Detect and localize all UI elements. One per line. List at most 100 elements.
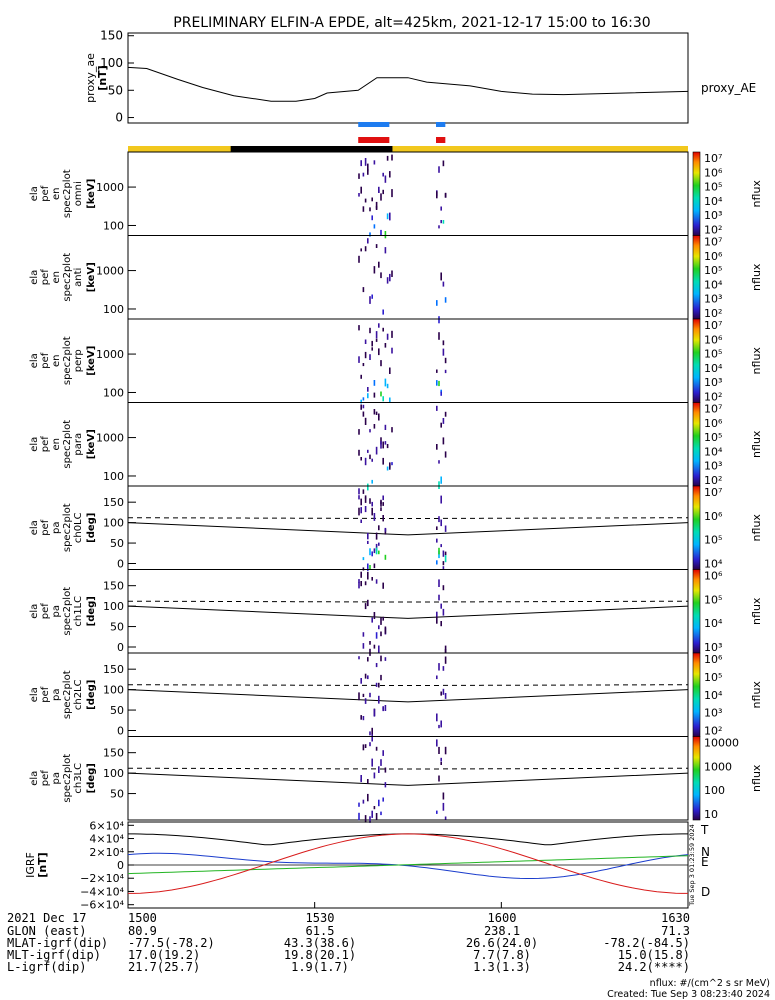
ephemeris-value: 7.7(7.8) <box>473 948 531 962</box>
panel-ylabel-line: ela <box>29 604 40 619</box>
proxy-ae-ytick-label: 50 <box>108 83 123 97</box>
flux-pixel <box>391 330 393 338</box>
flux-pixel <box>364 351 367 359</box>
flux-pixel <box>382 706 384 710</box>
colorbar-label: nflux <box>750 681 763 709</box>
panel-ylabel-line: [keV] <box>86 429 97 459</box>
colorbar-s2 <box>692 318 701 403</box>
flux-pixel <box>382 172 384 177</box>
flux-pixel <box>436 405 438 411</box>
flux-pixel <box>362 567 365 571</box>
flux-pixel <box>362 397 365 401</box>
flux-pixel <box>373 380 376 386</box>
flux-pixel <box>371 617 373 623</box>
anti-loss-cone-line <box>127 767 689 770</box>
colorbar-tick-label: 10⁵ <box>704 348 722 361</box>
flux-pixel <box>440 762 442 765</box>
flux-pixel <box>364 673 367 679</box>
spectrogram-frame-3 <box>127 402 689 487</box>
spectrogram-ytick-label: 100 <box>103 303 124 316</box>
ephemeris-label: L-igrf(dip) <box>7 960 86 974</box>
flux-pixel <box>384 767 387 773</box>
flux-pixel <box>440 422 442 428</box>
flux-pixel <box>382 582 384 589</box>
flux-pixel <box>442 792 445 800</box>
flux-pixel <box>389 273 391 282</box>
flux-pixel <box>360 519 362 523</box>
flux-pixel <box>391 270 393 277</box>
colorbar-tick-label: 10² <box>704 474 722 487</box>
flux-pixel <box>371 551 373 557</box>
panel-ylabel-line: [deg] <box>86 513 97 543</box>
flux-pixel <box>442 437 445 445</box>
spectrogram-ytick-label: 100 <box>103 386 124 399</box>
flux-pixel <box>375 201 378 209</box>
flux-pixel <box>362 411 365 417</box>
flux-pixel <box>380 193 382 201</box>
panel-ylabel-line: para <box>73 433 84 456</box>
igrf-legend-N: N <box>701 845 710 859</box>
flux-pixel <box>367 793 369 802</box>
flux-pixel <box>367 169 369 175</box>
colorbar-tick-label: 10² <box>704 725 722 738</box>
flux-pixel <box>360 457 362 461</box>
flux-pixel <box>369 731 371 736</box>
colorbar-tick-label: 10⁷ <box>704 152 722 165</box>
flux-pixel <box>440 544 442 548</box>
flux-pixel <box>373 644 376 649</box>
flux-pixel <box>442 802 445 811</box>
panel-ylabel-line: ela <box>29 270 40 285</box>
colorbar-s1 <box>692 235 701 320</box>
panel-ylabel-line: spec2plot <box>62 503 73 552</box>
flux-pixel <box>384 626 387 634</box>
flux-pixel <box>358 507 360 516</box>
colorbar-tick-label: 100 <box>704 784 725 797</box>
flux-pixel <box>362 557 365 561</box>
flux-pixel <box>364 581 367 586</box>
colorbar-tick-label: 10⁴ <box>704 445 723 458</box>
flux-pixel <box>442 348 445 356</box>
flux-pixel <box>371 577 373 581</box>
flux-pixel <box>380 272 382 279</box>
colorbar-tick-label: 10⁷ <box>704 403 722 416</box>
panel-ylabel-line: pef <box>40 352 51 369</box>
panel-ylabel-line: spec2plot <box>62 670 73 719</box>
panel-ylabel-line: [keV] <box>86 262 97 292</box>
flux-pixel <box>380 441 382 449</box>
flux-pixel <box>362 404 365 409</box>
flux-pixel <box>380 229 382 236</box>
flux-pixel <box>364 198 367 203</box>
panel-ylabel-line: [keV] <box>86 346 97 376</box>
science-zone-bar-red <box>358 137 390 143</box>
flux-pixel <box>380 617 382 625</box>
flux-pixel <box>444 411 447 417</box>
flux-pixel <box>438 724 440 729</box>
flux-pixel <box>360 581 362 587</box>
colorbar-tick-label: 10² <box>704 224 722 237</box>
panel-ylabel-line: ela <box>29 520 40 535</box>
colorbar-tick-label: 10⁷ <box>704 486 722 499</box>
flux-pixel <box>384 554 387 560</box>
pitch-ytick-label: 50 <box>110 621 124 634</box>
flux-pixel <box>367 483 369 491</box>
flux-pixel <box>389 397 391 403</box>
flux-pixel <box>380 631 382 637</box>
panel-ylabel-line: pa <box>51 772 62 784</box>
flux-pixel <box>440 389 442 394</box>
flux-pixel <box>373 806 376 810</box>
flux-pixel <box>440 691 442 696</box>
flux-pixel <box>438 332 440 340</box>
panel-ylabel-line: spec2plot <box>62 336 73 385</box>
flux-pixel <box>364 815 367 823</box>
ephemeris-value: 1.9(1.7) <box>291 960 349 974</box>
spectrogram-ytick-label: 1000 <box>96 181 124 194</box>
flux-pixel <box>367 163 369 172</box>
flux-pixel <box>375 205 378 210</box>
colorbar-tick-label: 1000 <box>704 760 732 773</box>
flux-pixel <box>444 693 447 699</box>
figure-title: PRELIMINARY ELFIN-A EPDE, alt=425km, 202… <box>173 15 650 31</box>
flux-pixel <box>382 750 384 756</box>
colorbar-s3 <box>692 402 701 487</box>
panel-ylabel-line: pef <box>40 269 51 286</box>
